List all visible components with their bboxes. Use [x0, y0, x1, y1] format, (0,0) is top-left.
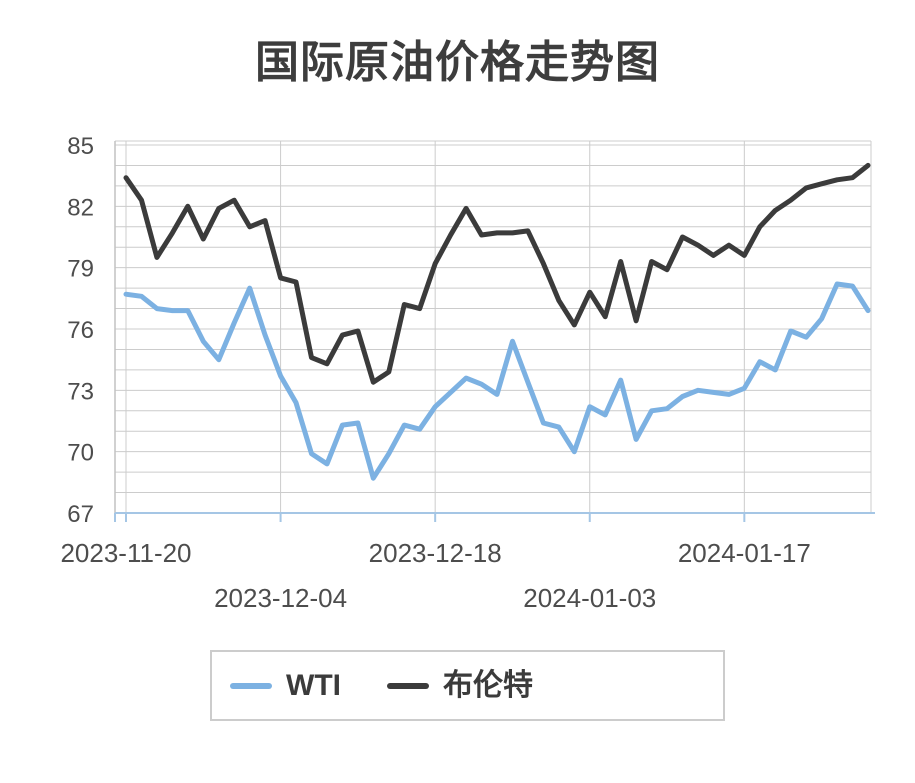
legend-label-wti: WTI	[286, 668, 341, 702]
y-axis-tick-label: 79	[67, 256, 94, 283]
x-axis-tick-label: 2024-01-03	[523, 583, 656, 613]
legend-label-brent: 布伦特	[442, 668, 533, 702]
y-axis-tick-label: 85	[67, 133, 94, 160]
y-axis-tick-label: 76	[67, 317, 94, 344]
brent-line-swatch	[386, 682, 429, 689]
y-axis-tick-label: 67	[67, 501, 94, 528]
chart-title: 国际原油价格走势图	[255, 38, 660, 87]
legend: WTI 布伦特	[210, 650, 725, 721]
brent-line	[123, 162, 871, 385]
y-axis-tick-label: 82	[67, 194, 94, 221]
wti-line	[123, 281, 871, 481]
wti-line-swatch	[230, 682, 272, 689]
x-axis-tick-label: 2023-12-04	[214, 583, 347, 613]
x-axis-tick-label: 2023-12-18	[369, 538, 502, 568]
price-trend-chart: 67 70 73 76 79 82 85 2023-11-20 2023-12-04 2023-1…	[60, 133, 875, 613]
x-axis-tick-label: 2024-01-17	[678, 538, 811, 568]
legend-item-brent[interactable]: 布伦特	[386, 668, 533, 702]
y-axis-tick-label: 70	[67, 440, 94, 467]
x-axis-tick-label: 2023-11-20	[60, 538, 191, 568]
y-axis-tick-label: 73	[67, 378, 94, 405]
legend-item-wti[interactable]: WTI	[230, 668, 341, 702]
